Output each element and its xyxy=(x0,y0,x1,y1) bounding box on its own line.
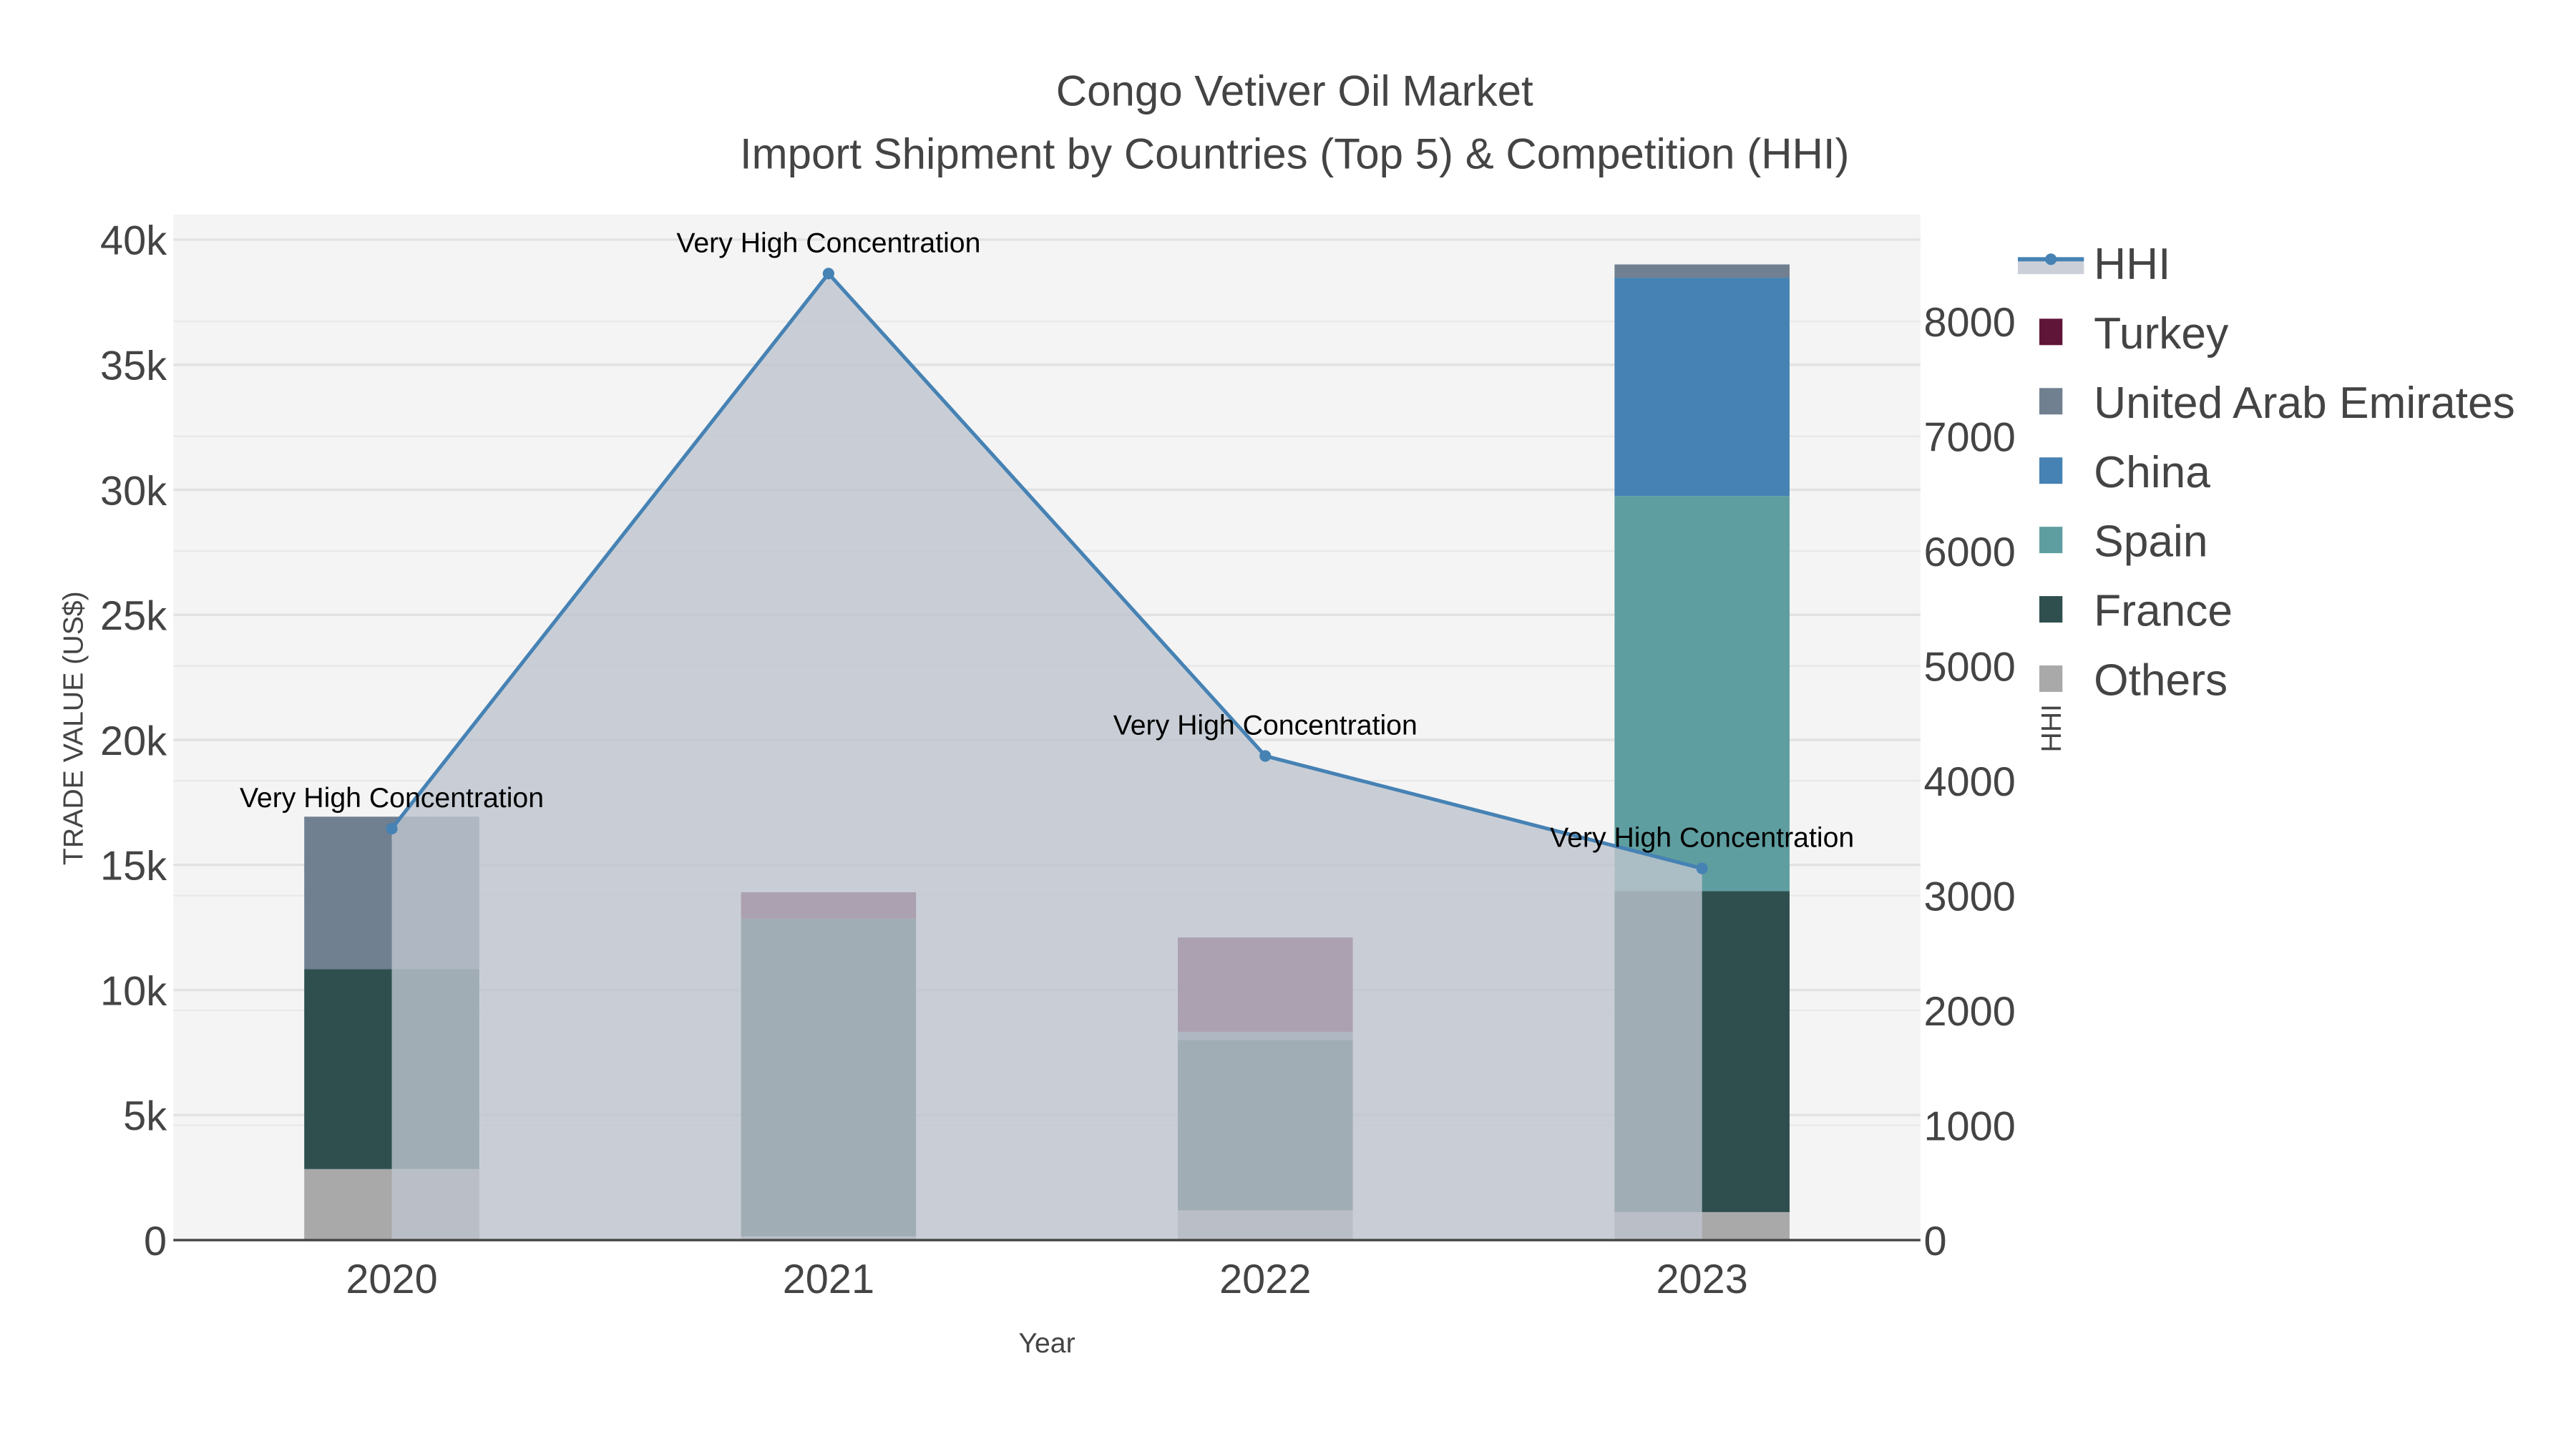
bar-china-2023 xyxy=(1614,278,1790,497)
legend-swatch-others xyxy=(2039,665,2063,692)
x-tick-label: 2022 xyxy=(1219,1257,1311,1302)
y2-tick-label: 4000 xyxy=(1923,759,2015,805)
legend: HHI Turkey United Arab Emirates China Spain F… xyxy=(2017,240,2515,706)
y-axis-ticks: 0 5k 10k 15k 20k 25k 30k 35k 40k xyxy=(100,218,167,1264)
x-axis-ticks: 2020 2021 2022 2023 xyxy=(346,1257,1747,1302)
y-axis-label: TRADE VALUE (US$) xyxy=(57,591,89,865)
y-tick-label: 25k xyxy=(100,593,167,639)
bar-spain-2023 xyxy=(1614,496,1790,892)
y2-tick-label: 0 xyxy=(1923,1219,1946,1264)
legend-label-turkey: Turkey xyxy=(2094,309,2229,358)
x-tick-label: 2021 xyxy=(783,1257,874,1302)
legend-swatch-france xyxy=(2039,596,2063,623)
hhi-point-2023 xyxy=(1696,862,1708,874)
legend-hhi-marker xyxy=(2045,253,2057,265)
y-tick-label: 0 xyxy=(144,1219,167,1264)
hhi-series: Very High Concentration Very High Concent… xyxy=(240,227,1854,1241)
bar-united-arab-emirates-2023 xyxy=(1614,264,1790,278)
legend-label-china: China xyxy=(2094,448,2210,497)
legend-swatch-united-arab-emirates xyxy=(2039,388,2063,415)
chart-title: Congo Vetiver Oil Market xyxy=(1056,67,1533,115)
y2-tick-label: 2000 xyxy=(1923,989,2015,1035)
y2-tick-label: 6000 xyxy=(1923,530,2015,575)
legend-label-france: France xyxy=(2094,587,2233,636)
hhi-point-2021 xyxy=(822,268,834,280)
y-tick-label: 5k xyxy=(123,1093,167,1139)
hhi-annotation: Very High Concentration xyxy=(1113,709,1418,741)
legend-swatch-china xyxy=(2039,457,2063,484)
y2-tick-label: 5000 xyxy=(1923,644,2015,690)
y-tick-label: 40k xyxy=(100,218,167,264)
legend-label-united-arab-emirates: United Arab Emirates xyxy=(2094,379,2515,428)
y-tick-label: 15k xyxy=(100,844,167,889)
legend-label-hhi: HHI xyxy=(2094,240,2170,289)
x-tick-label: 2023 xyxy=(1656,1257,1747,1302)
y2-tick-label: 8000 xyxy=(1923,300,2015,346)
y-tick-label: 10k xyxy=(100,968,167,1014)
y2-axis-label: HHI xyxy=(2036,704,2067,753)
hhi-annotation: Very High Concentration xyxy=(676,227,980,258)
y-tick-label: 35k xyxy=(100,343,167,389)
y-tick-label: 30k xyxy=(100,468,167,514)
hhi-point-2020 xyxy=(386,823,398,835)
hhi-annotation: Very High Concentration xyxy=(240,782,544,814)
y-tick-label: 20k xyxy=(100,718,167,764)
x-tick-label: 2020 xyxy=(346,1257,437,1302)
x-axis-label: Year xyxy=(1018,1327,1075,1359)
y2-tick-label: 7000 xyxy=(1923,414,2015,460)
y2-tick-label: 1000 xyxy=(1923,1103,2015,1149)
legend-swatch-spain xyxy=(2039,527,2063,554)
hhi-line xyxy=(390,270,1703,871)
legend-hhi-fill-swatch xyxy=(2018,260,2084,275)
hhi-point-2022 xyxy=(1259,750,1272,762)
chart-subtitle: Import Shipment by Countries (Top 5) & C… xyxy=(740,130,1850,177)
y2-axis-ticks: 0 1000 2000 3000 4000 5000 6000 7000 8000 xyxy=(1923,300,2015,1264)
legend-label-others: Others xyxy=(2094,656,2228,706)
legend-swatch-turkey xyxy=(2039,318,2063,346)
y2-tick-label: 3000 xyxy=(1923,874,2015,919)
hhi-area xyxy=(391,273,1702,1241)
hhi-annotation: Very High Concentration xyxy=(1550,822,1854,854)
legend-label-spain: Spain xyxy=(2094,517,2207,567)
